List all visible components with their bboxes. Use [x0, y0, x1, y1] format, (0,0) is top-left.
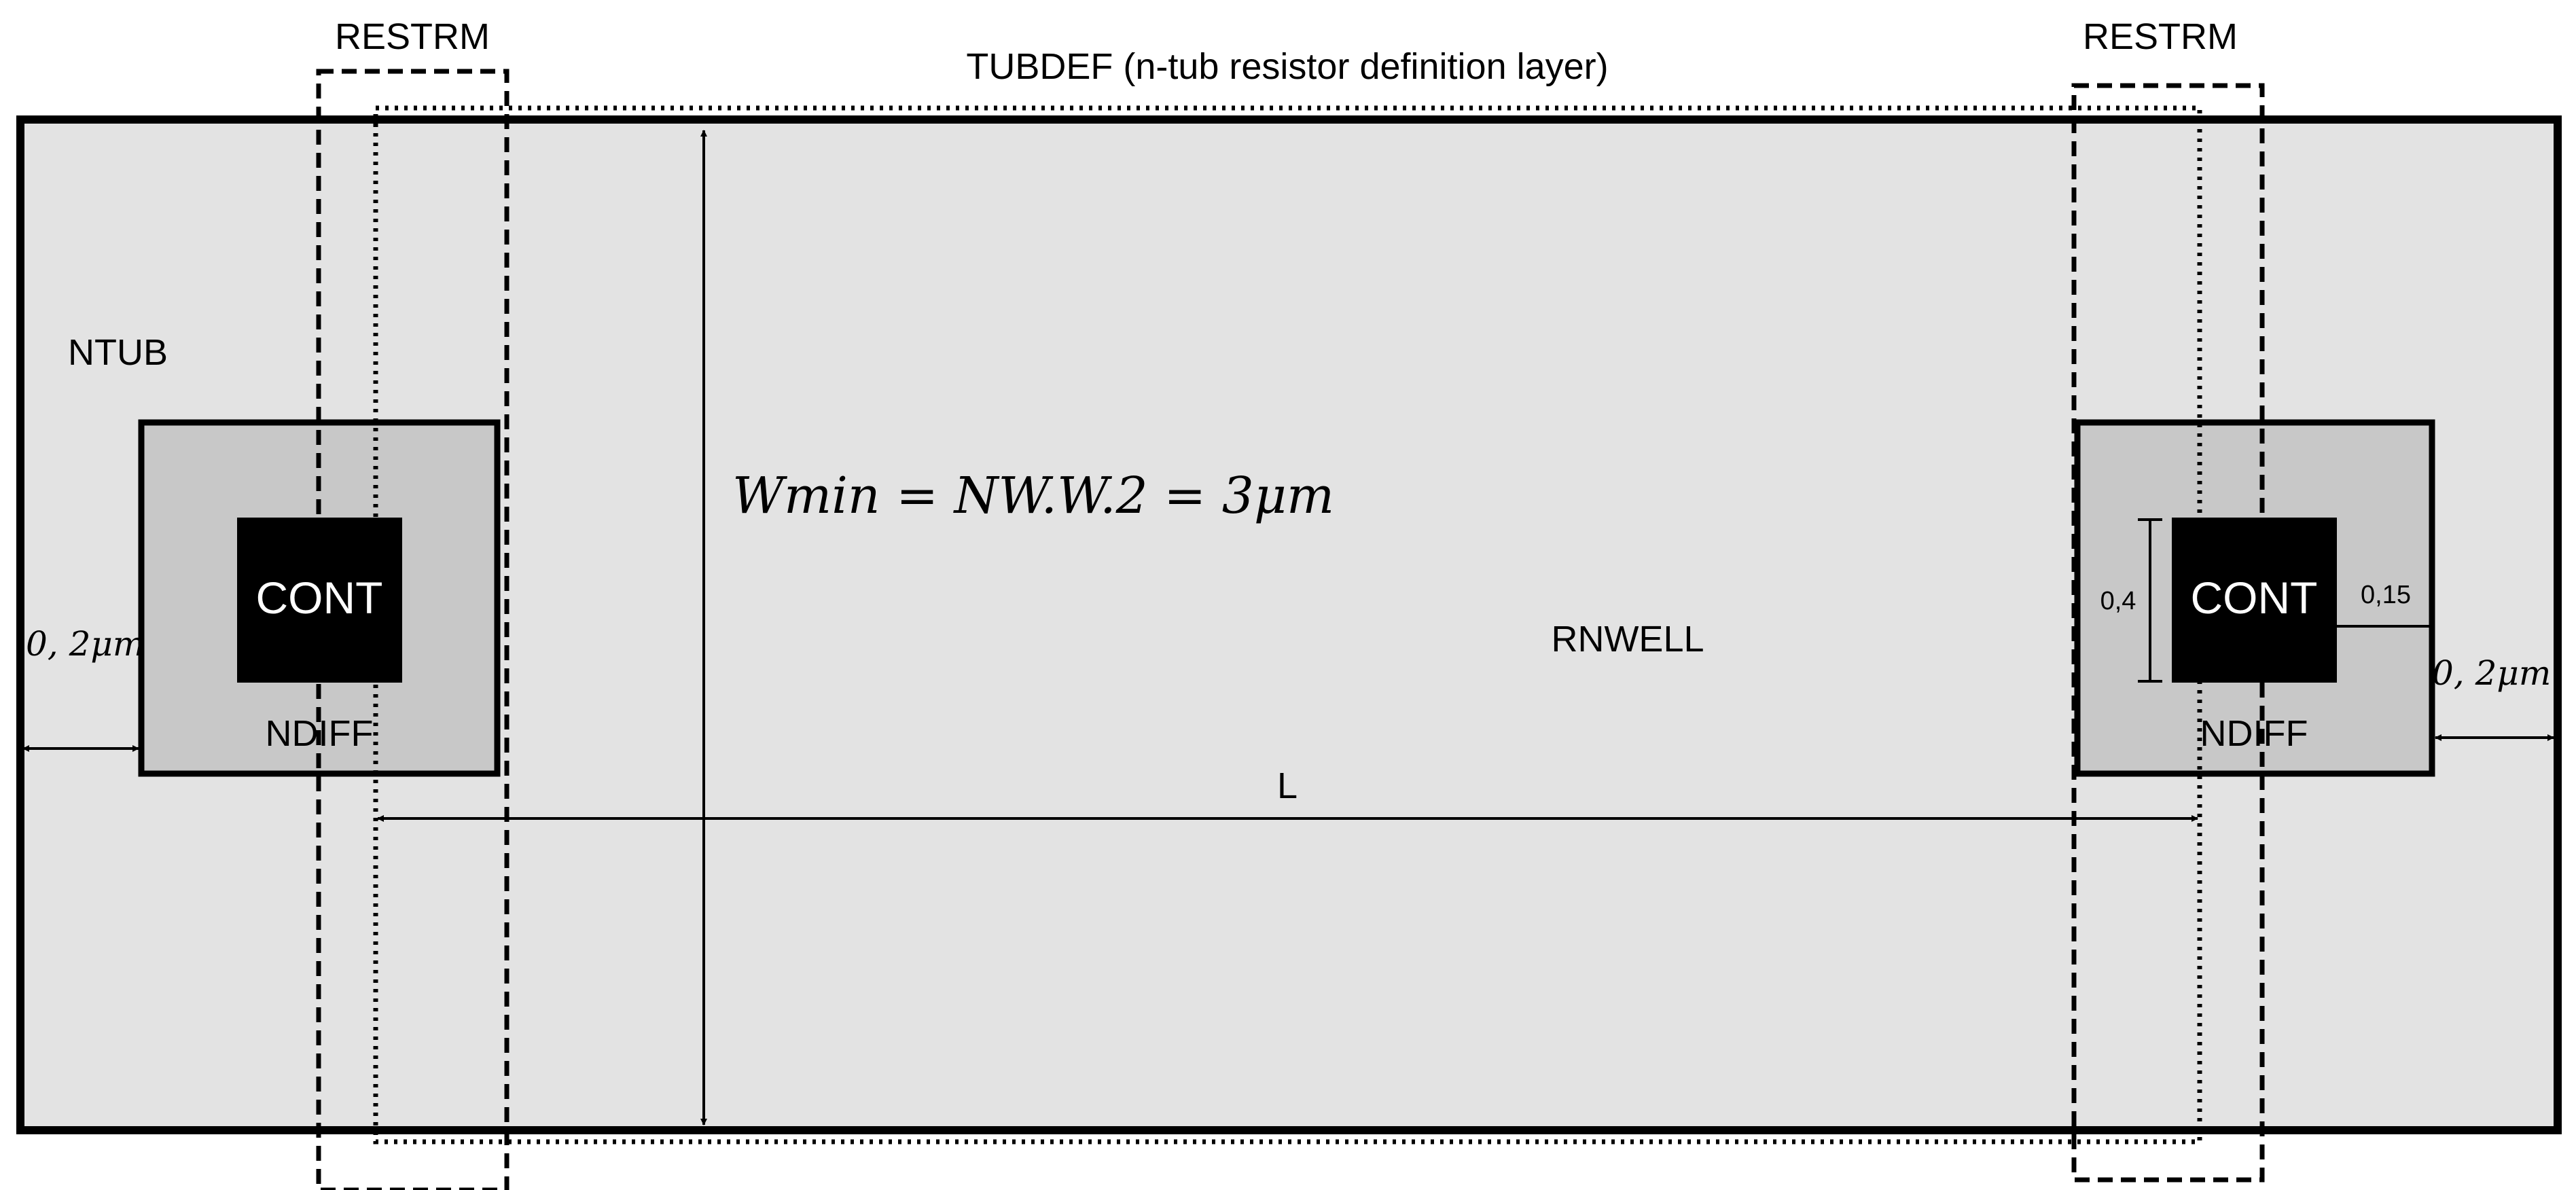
edge-spacing-right-label: 0, 2μm: [2432, 653, 2551, 693]
cont-size-label: 0,4: [2100, 587, 2136, 615]
rnwell-label: RNWELL: [1551, 619, 1704, 660]
cont-enclosure-label: 0,15: [2361, 581, 2411, 609]
tubdef-label: TUBDEF (n-tub resistor definition layer): [966, 46, 1608, 87]
wmin-formula: Wmin = NW.W.2 = 3μm: [732, 467, 1334, 525]
ntub-label: NTUB: [68, 332, 168, 373]
edge-spacing-left-label: 0, 2μm: [26, 624, 145, 664]
restrm-right-region: [2071, 83, 2265, 1183]
restrm-left-label: RESTRM: [335, 16, 490, 57]
length-label: L: [1277, 765, 1298, 806]
restrm-left-region: [316, 69, 509, 1190]
tubdef-region: [373, 105, 2202, 1144]
restrm-right-label: RESTRM: [2083, 16, 2238, 57]
cont-size-bracket: [2138, 518, 2162, 683]
cont-left-label: CONT: [256, 573, 383, 623]
ndiff-left-label: NDIFF: [266, 713, 374, 754]
cont-right-label: CONT: [2191, 573, 2318, 623]
ndiff-right-label: NDIFF: [2200, 713, 2308, 754]
